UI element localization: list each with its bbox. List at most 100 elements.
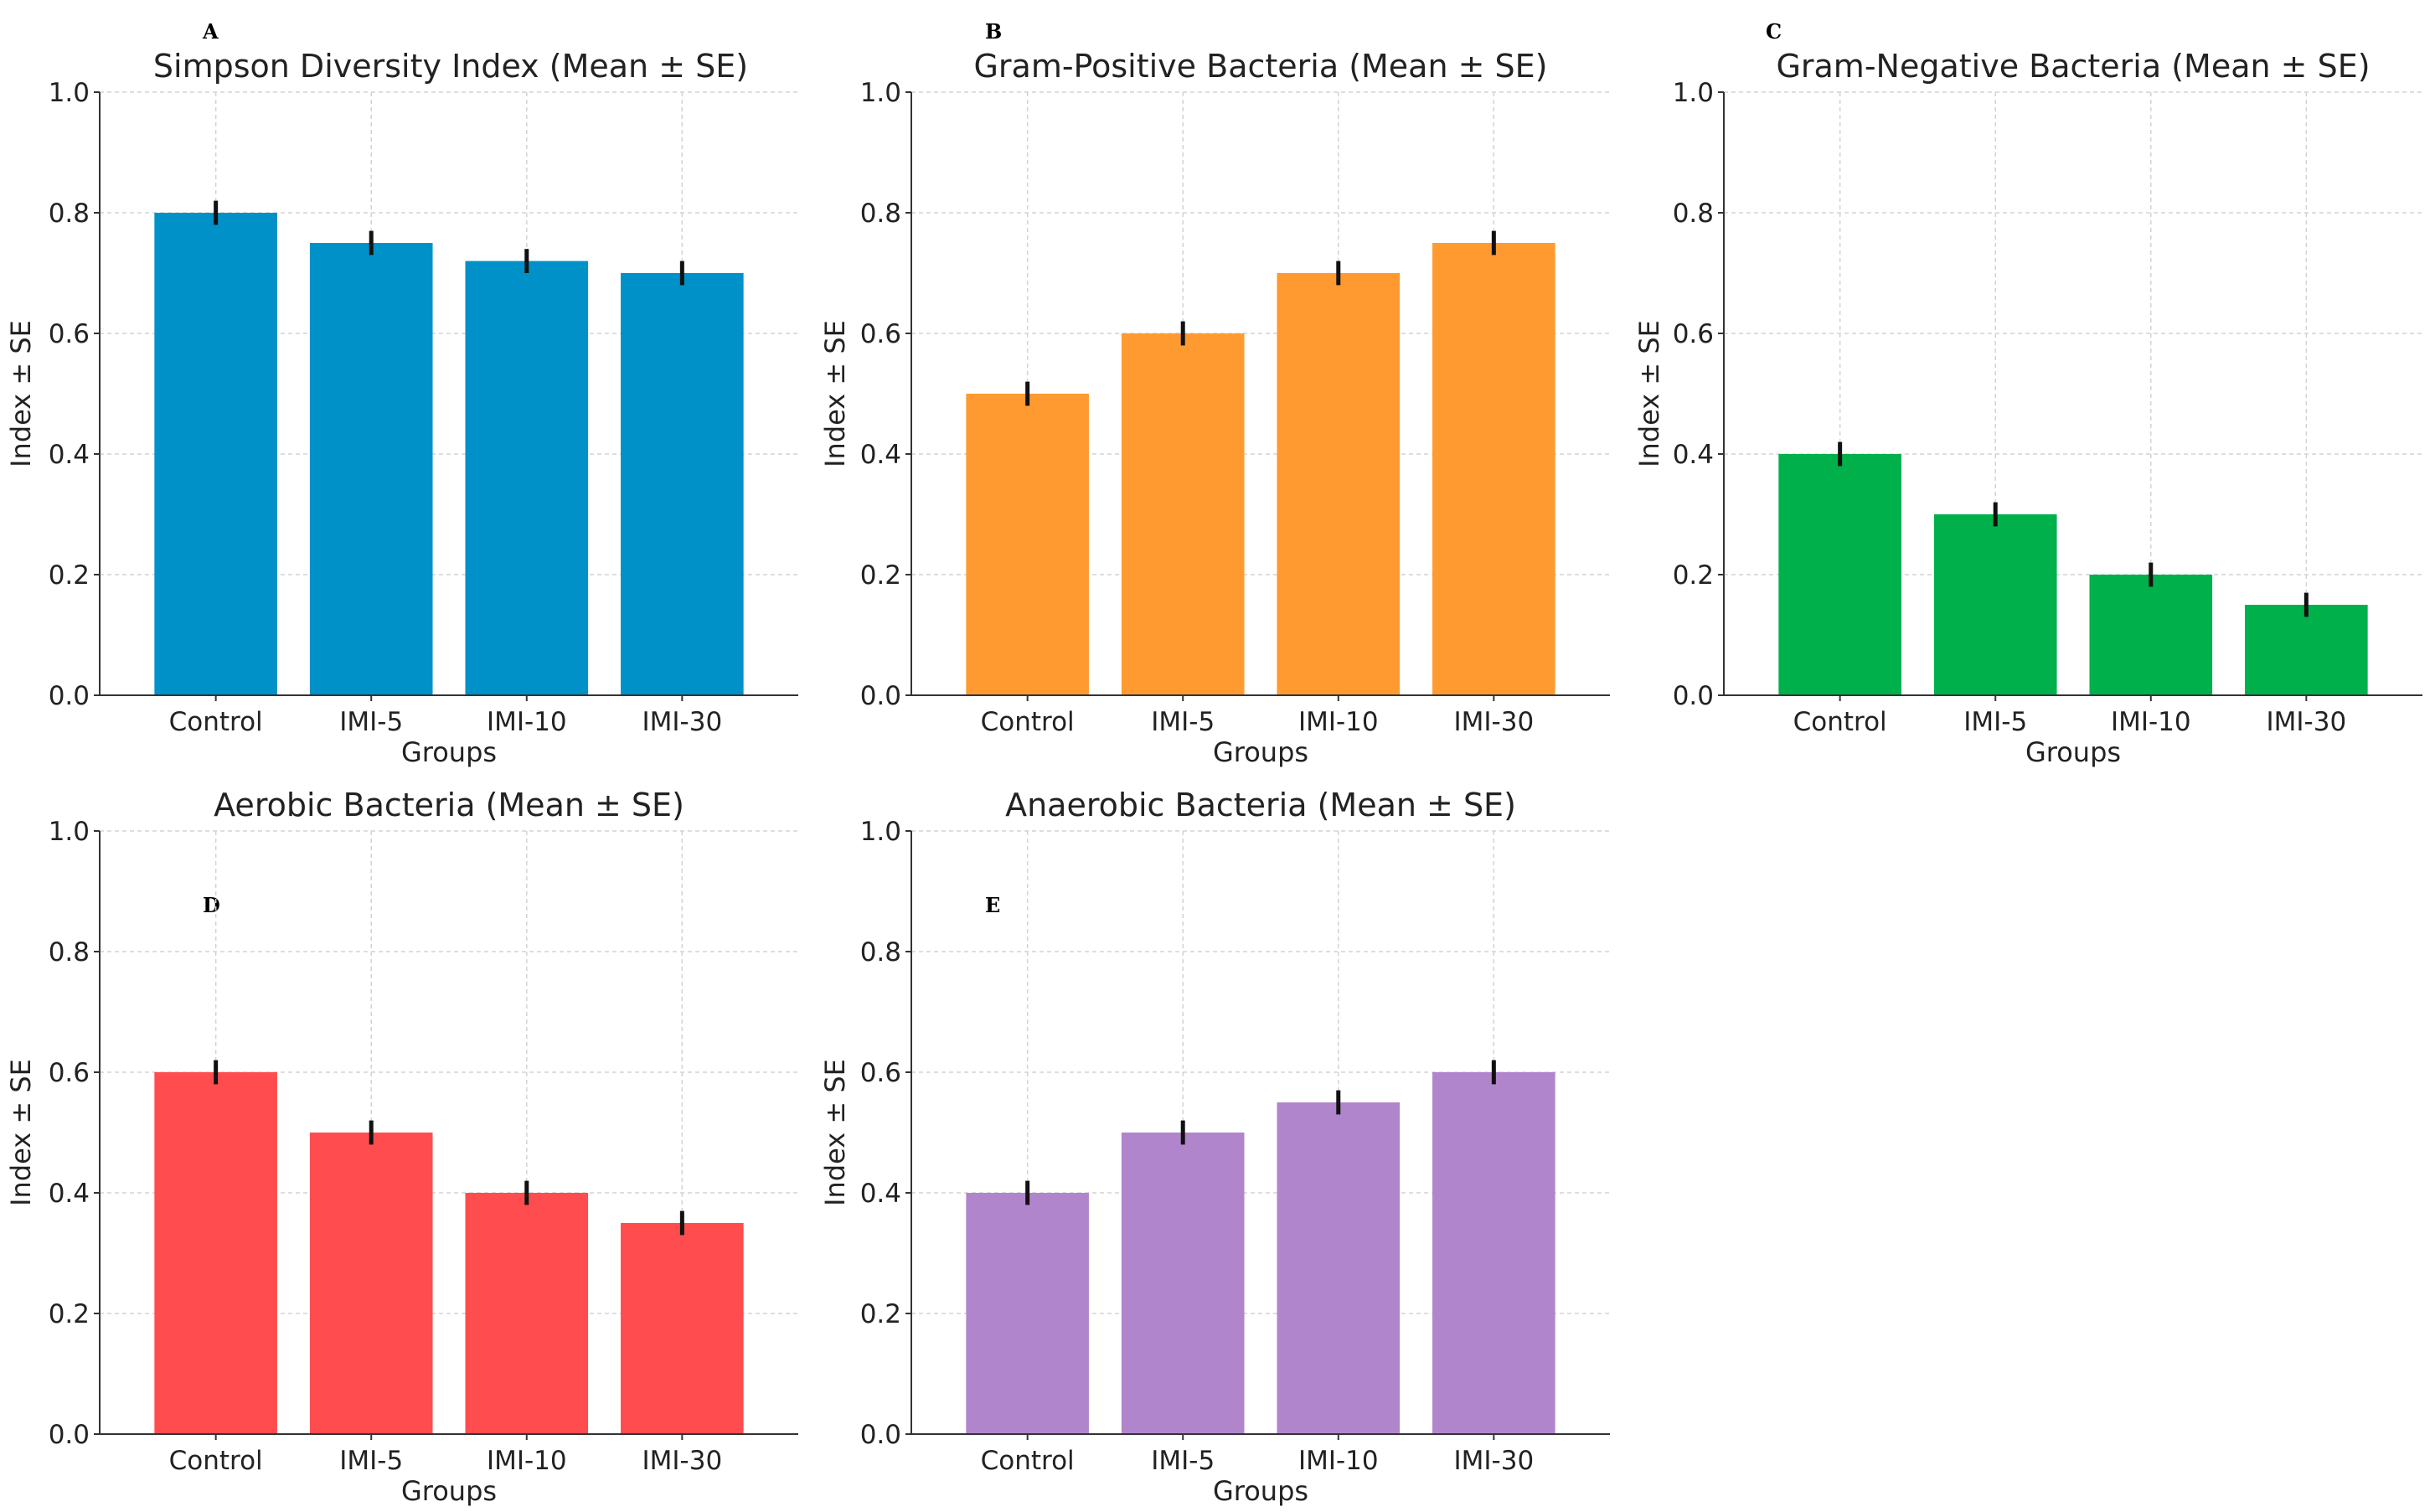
panel-a-bar-imi-5 xyxy=(309,243,433,695)
panel-e: Anaerobic Bacteria (Mean ± SE) E Index ±… xyxy=(819,787,1610,1507)
panel-c-xtick-label: IMI-10 xyxy=(2111,707,2191,737)
panel-b: B Gram-Positive Bacteria (Mean ± SE) Ind… xyxy=(819,19,1610,768)
panel-c-ytick-label: 0.2 xyxy=(1673,560,1714,591)
panel-d-ytick-label: 0.8 xyxy=(49,937,90,968)
panel-c-ytick-label: 0.4 xyxy=(1673,440,1714,470)
panel-e-xlabel: Groups xyxy=(1213,1475,1308,1507)
panel-b-xtick-label: IMI-30 xyxy=(1454,707,1535,737)
panel-b-xtick-label: IMI-5 xyxy=(1151,707,1215,737)
panel-a-ytick-label: 0.6 xyxy=(49,319,90,349)
panel-b-ytick-label: 0.4 xyxy=(860,440,901,470)
panel-a-xtick-label: IMI-10 xyxy=(487,707,567,737)
panel-a-ytick-label: 0.4 xyxy=(49,440,90,470)
panel-e-bar-imi-10 xyxy=(1277,1102,1401,1434)
panel-b-ytick-label: 0.0 xyxy=(860,681,901,711)
panel-c-bar-control xyxy=(1778,454,1901,695)
panel-c-ytick-label: 1.0 xyxy=(1673,78,1714,108)
panel-a-xlabel: Groups xyxy=(401,736,497,768)
panel-e-title: Anaerobic Bacteria (Mean ± SE) xyxy=(1005,787,1516,823)
panel-c-xlabel: Groups xyxy=(2025,736,2121,768)
panel-d-bar-imi-30 xyxy=(621,1223,744,1434)
panel-b-xtick-label: IMI-10 xyxy=(1298,707,1379,737)
panel-a-xtick-label: IMI-30 xyxy=(642,707,723,737)
panel-d-ytick-label: 0.0 xyxy=(49,1420,90,1450)
panel-e-label: E xyxy=(985,893,1000,917)
panel-e-bar-imi-30 xyxy=(1432,1072,1555,1434)
panel-a-xtick-label: Control xyxy=(169,707,263,737)
panel-c-ylabel: Index ± SE xyxy=(1633,320,1665,467)
panel-b-bar-imi-30 xyxy=(1432,243,1555,695)
panel-d-ytick-label: 0.6 xyxy=(49,1058,90,1088)
panel-b-ytick-label: 1.0 xyxy=(860,78,901,108)
panel-c-bar-imi-30 xyxy=(2245,605,2368,695)
panel-e-bar-imi-5 xyxy=(1121,1133,1245,1434)
panel-d-label: D xyxy=(203,893,220,917)
panel-b-plot: 0.0 0.2 0.4 0.6 0.8 1.0 Control IMI-5 IMI-10 IMI-… xyxy=(860,78,1610,737)
panel-b-ytick-label: 0.8 xyxy=(860,199,901,229)
panel-b-label: B xyxy=(985,19,1002,44)
panel-b-ytick-label: 0.6 xyxy=(860,319,901,349)
panel-c: C Gram-Negative Bacteria (Mean ± SE) Ind… xyxy=(1633,19,2422,768)
panel-a-bar-imi-10 xyxy=(465,261,589,696)
panel-a-xtick-label: IMI-5 xyxy=(339,707,403,737)
panel-c-plot: 0.0 0.2 0.4 0.6 0.8 1.0 Control IMI-5 IMI-10 IMI-… xyxy=(1673,78,2422,737)
panel-c-xtick-label: IMI-30 xyxy=(2267,707,2347,737)
panel-d-ytick-label: 0.2 xyxy=(49,1299,90,1329)
panel-a: A Simpson Diversity Index (Mean ± SE) In… xyxy=(5,19,798,768)
panel-e-xtick-label: IMI-10 xyxy=(1298,1446,1379,1476)
panel-c-ytick-label: 0.6 xyxy=(1673,319,1714,349)
panel-d: Aerobic Bacteria (Mean ± SE) D Index ± S… xyxy=(5,787,798,1507)
panel-b-xlabel: Groups xyxy=(1213,736,1308,768)
panel-a-bar-imi-30 xyxy=(621,273,744,695)
panel-c-ytick-label: 0.0 xyxy=(1673,681,1714,711)
panel-b-bar-imi-5 xyxy=(1121,333,1245,695)
panel-c-label: C xyxy=(1766,19,1782,44)
panel-e-ytick-label: 0.0 xyxy=(860,1420,901,1450)
panel-e-plot: 0.0 0.2 0.4 0.6 0.8 1.0 Control IMI-5 IMI-10 IMI-… xyxy=(860,817,1610,1476)
panel-e-ytick-label: 0.2 xyxy=(860,1299,901,1329)
panel-d-ytick-label: 1.0 xyxy=(49,817,90,847)
panel-a-label: A xyxy=(202,19,219,44)
panel-e-bar-control xyxy=(966,1193,1089,1434)
panel-a-ytick-label: 1.0 xyxy=(49,78,90,108)
panel-e-ytick-label: 1.0 xyxy=(860,817,901,847)
panel-a-ytick-label: 0.8 xyxy=(49,199,90,229)
panel-d-plot: 0.0 0.2 0.4 0.6 0.8 1.0 Control IMI-5 IMI-10 IMI-… xyxy=(49,817,798,1476)
panel-a-ylabel: Index ± SE xyxy=(5,320,37,467)
panel-d-xtick-label: IMI-5 xyxy=(339,1446,403,1476)
panel-c-title: Gram-Negative Bacteria (Mean ± SE) xyxy=(1776,48,2370,85)
panel-e-ytick-label: 0.4 xyxy=(860,1179,901,1209)
panel-e-ylabel: Index ± SE xyxy=(819,1059,851,1206)
panel-d-bar-imi-5 xyxy=(309,1133,433,1434)
panel-d-xtick-label: IMI-10 xyxy=(487,1446,567,1476)
panel-b-ylabel: Index ± SE xyxy=(819,320,851,467)
panel-d-xtick-label: IMI-30 xyxy=(642,1446,723,1476)
panel-b-bar-imi-10 xyxy=(1277,273,1401,695)
panel-e-xtick-label: IMI-5 xyxy=(1151,1446,1215,1476)
panel-b-xtick-label: Control xyxy=(981,707,1075,737)
panel-a-bar-control xyxy=(154,213,277,695)
panel-d-title: Aerobic Bacteria (Mean ± SE) xyxy=(214,787,684,823)
panel-a-ytick-label: 0.2 xyxy=(49,560,90,591)
panel-c-bar-imi-5 xyxy=(1933,514,2057,695)
panel-d-ylabel: Index ± SE xyxy=(5,1059,37,1206)
panel-a-ytick-label: 0.0 xyxy=(49,681,90,711)
panel-d-xlabel: Groups xyxy=(401,1475,497,1507)
panel-c-ytick-label: 0.8 xyxy=(1673,199,1714,229)
panel-e-xtick-label: IMI-30 xyxy=(1454,1446,1535,1476)
panel-d-ytick-label: 0.4 xyxy=(49,1179,90,1209)
panel-c-bar-imi-10 xyxy=(2089,575,2213,695)
panel-c-xtick-label: Control xyxy=(1793,707,1887,737)
panel-b-title: Gram-Positive Bacteria (Mean ± SE) xyxy=(973,48,1547,85)
panel-b-ytick-label: 0.2 xyxy=(860,560,901,591)
panel-e-xtick-label: Control xyxy=(981,1446,1075,1476)
panel-d-bar-control xyxy=(154,1072,277,1434)
panel-d-bar-imi-10 xyxy=(465,1193,589,1434)
panel-a-plot: 0.0 0.2 0.4 0.6 0.8 1.0 Control IMI-5 IMI-10 IMI-… xyxy=(49,78,798,737)
panel-e-ytick-label: 0.6 xyxy=(860,1058,901,1088)
panel-e-ytick-label: 0.8 xyxy=(860,937,901,968)
panel-a-title: Simpson Diversity Index (Mean ± SE) xyxy=(153,48,748,85)
panel-b-bar-control xyxy=(966,394,1089,695)
panel-c-xtick-label: IMI-5 xyxy=(1963,707,2027,737)
